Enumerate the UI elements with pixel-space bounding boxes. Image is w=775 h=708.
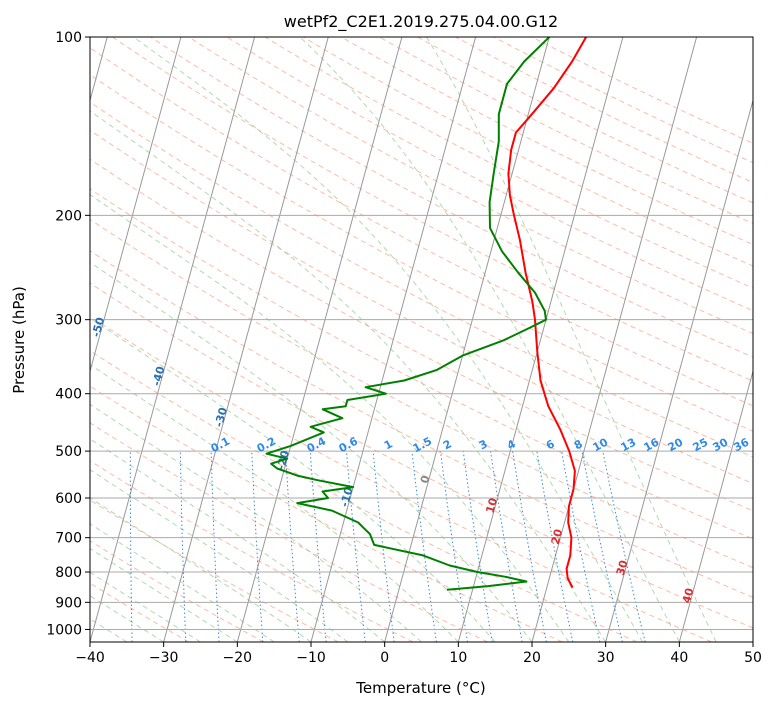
x-tick-label: −40 <box>75 650 105 666</box>
isotherm-line <box>236 37 403 642</box>
dry-adiabat <box>417 37 753 204</box>
mixing-ratio-label: 36 <box>732 435 752 454</box>
dry-adiabat <box>90 101 753 458</box>
dry-adiabat <box>150 37 753 358</box>
temperature-profile-line <box>507 37 587 589</box>
mixing-ratio-line <box>411 451 437 642</box>
dry-adiabat <box>455 37 753 184</box>
isotherm-line <box>163 37 329 642</box>
dry-adiabat <box>90 385 563 642</box>
mixing-ratio-line <box>602 451 646 642</box>
y-tick-label: 300 <box>55 313 82 329</box>
y-tick-label: 600 <box>55 491 82 507</box>
moist-adiabat <box>133 37 643 642</box>
dry-adiabat <box>90 218 753 569</box>
moist-adiabat <box>299 37 680 642</box>
isotherm-label: -40 <box>150 365 168 388</box>
x-tick-label: 50 <box>744 650 762 666</box>
isotherm-line <box>531 37 698 642</box>
isotherm-line <box>678 369 753 642</box>
isotherm-line <box>605 98 753 642</box>
isotherm-label: -50 <box>89 316 107 339</box>
isotherm-line <box>310 37 477 642</box>
mixing-ratio-line <box>581 451 623 642</box>
isotherm-label: 20 <box>549 527 566 546</box>
dry-adiabat <box>90 315 712 642</box>
isotherm-line <box>384 37 550 642</box>
y-tick-label: 500 <box>55 444 82 460</box>
x-tick-label: 40 <box>670 650 688 666</box>
mixing-ratio-label: 30 <box>711 435 731 454</box>
dry-adiabat <box>531 37 753 144</box>
isotherm-label: 30 <box>614 558 631 577</box>
dry-adiabat <box>90 74 753 432</box>
moist-adiabat <box>90 261 533 642</box>
x-tick-label: 20 <box>523 650 541 666</box>
y-axis-title: Pressure (hPa) <box>10 286 28 394</box>
x-tick-label: 0 <box>380 650 389 666</box>
isotherm-label: 10 <box>484 496 501 515</box>
y-tick-label: 400 <box>55 387 82 403</box>
moist-adiabat <box>90 317 496 642</box>
x-axis-title: Temperature (°C) <box>355 679 485 697</box>
mixing-ratio-label: 16 <box>642 435 662 454</box>
background-lines <box>90 37 753 642</box>
x-tick-label: −30 <box>149 650 179 666</box>
dry-adiabat <box>90 282 753 629</box>
series-layer <box>265 37 587 591</box>
isotherm-label: -10 <box>338 485 356 508</box>
dry-adiabat <box>90 129 753 485</box>
mixing-ratio-label: 20 <box>666 435 686 454</box>
dry-adiabat <box>188 37 753 335</box>
dry-adiabat <box>302 37 753 267</box>
mixing-ratio-label: 25 <box>691 436 711 455</box>
plot-frame <box>89 36 754 643</box>
isotherm-label: 0 <box>418 474 433 485</box>
mixing-ratio-line <box>561 451 601 642</box>
mixing-ratio-line <box>536 451 574 642</box>
mixing-ratio-label: 13 <box>619 436 639 455</box>
mixing-ratio-label: 10 <box>591 435 611 454</box>
x-tick-label: 10 <box>449 650 467 666</box>
y-tick-label: 900 <box>55 595 82 611</box>
y-tick-label: 200 <box>55 208 82 224</box>
y-tick-label: 1000 <box>46 622 82 638</box>
y-tick-label: 100 <box>55 30 82 46</box>
isotherm-line <box>90 37 182 374</box>
mixing-ratio-line <box>462 451 493 642</box>
axes: −40 −30 −20 −10 0 10 20 30 40 5010020030040050060… <box>46 30 762 666</box>
isotherm-labels: -100-90-80-70-60-50-40-30-20-10010203040… <box>89 316 752 605</box>
x-tick-label: 30 <box>597 650 615 666</box>
dewpoint-profile-line <box>265 37 550 591</box>
dry-adiabat <box>226 37 753 312</box>
mixing-ratio-line <box>440 451 468 642</box>
chart-title: wetPf2_C2E1.2019.275.04.00.G12 <box>284 12 558 32</box>
x-tick-label: −20 <box>223 650 253 666</box>
moist-adiabat <box>90 110 607 642</box>
moist-adiabat <box>426 37 717 642</box>
plot-area <box>90 37 753 642</box>
dry-adiabat <box>340 37 753 246</box>
isotherm-line <box>90 37 256 642</box>
moist-adiabat <box>90 403 422 642</box>
dry-adiabat <box>90 47 753 407</box>
x-tick-label: −10 <box>296 650 326 666</box>
moist-adiabat <box>90 469 349 642</box>
moist-adiabat <box>90 193 570 642</box>
mixing-ratio-line <box>490 451 523 642</box>
dry-adiabat <box>90 350 638 642</box>
isotherm-label: -30 <box>212 406 230 429</box>
y-tick-label: 800 <box>55 565 82 581</box>
mixing-ratio-line <box>512 451 547 642</box>
isotherm-line <box>457 37 624 642</box>
isotherm-label: 40 <box>680 586 697 605</box>
y-tick-label: 700 <box>55 531 82 547</box>
